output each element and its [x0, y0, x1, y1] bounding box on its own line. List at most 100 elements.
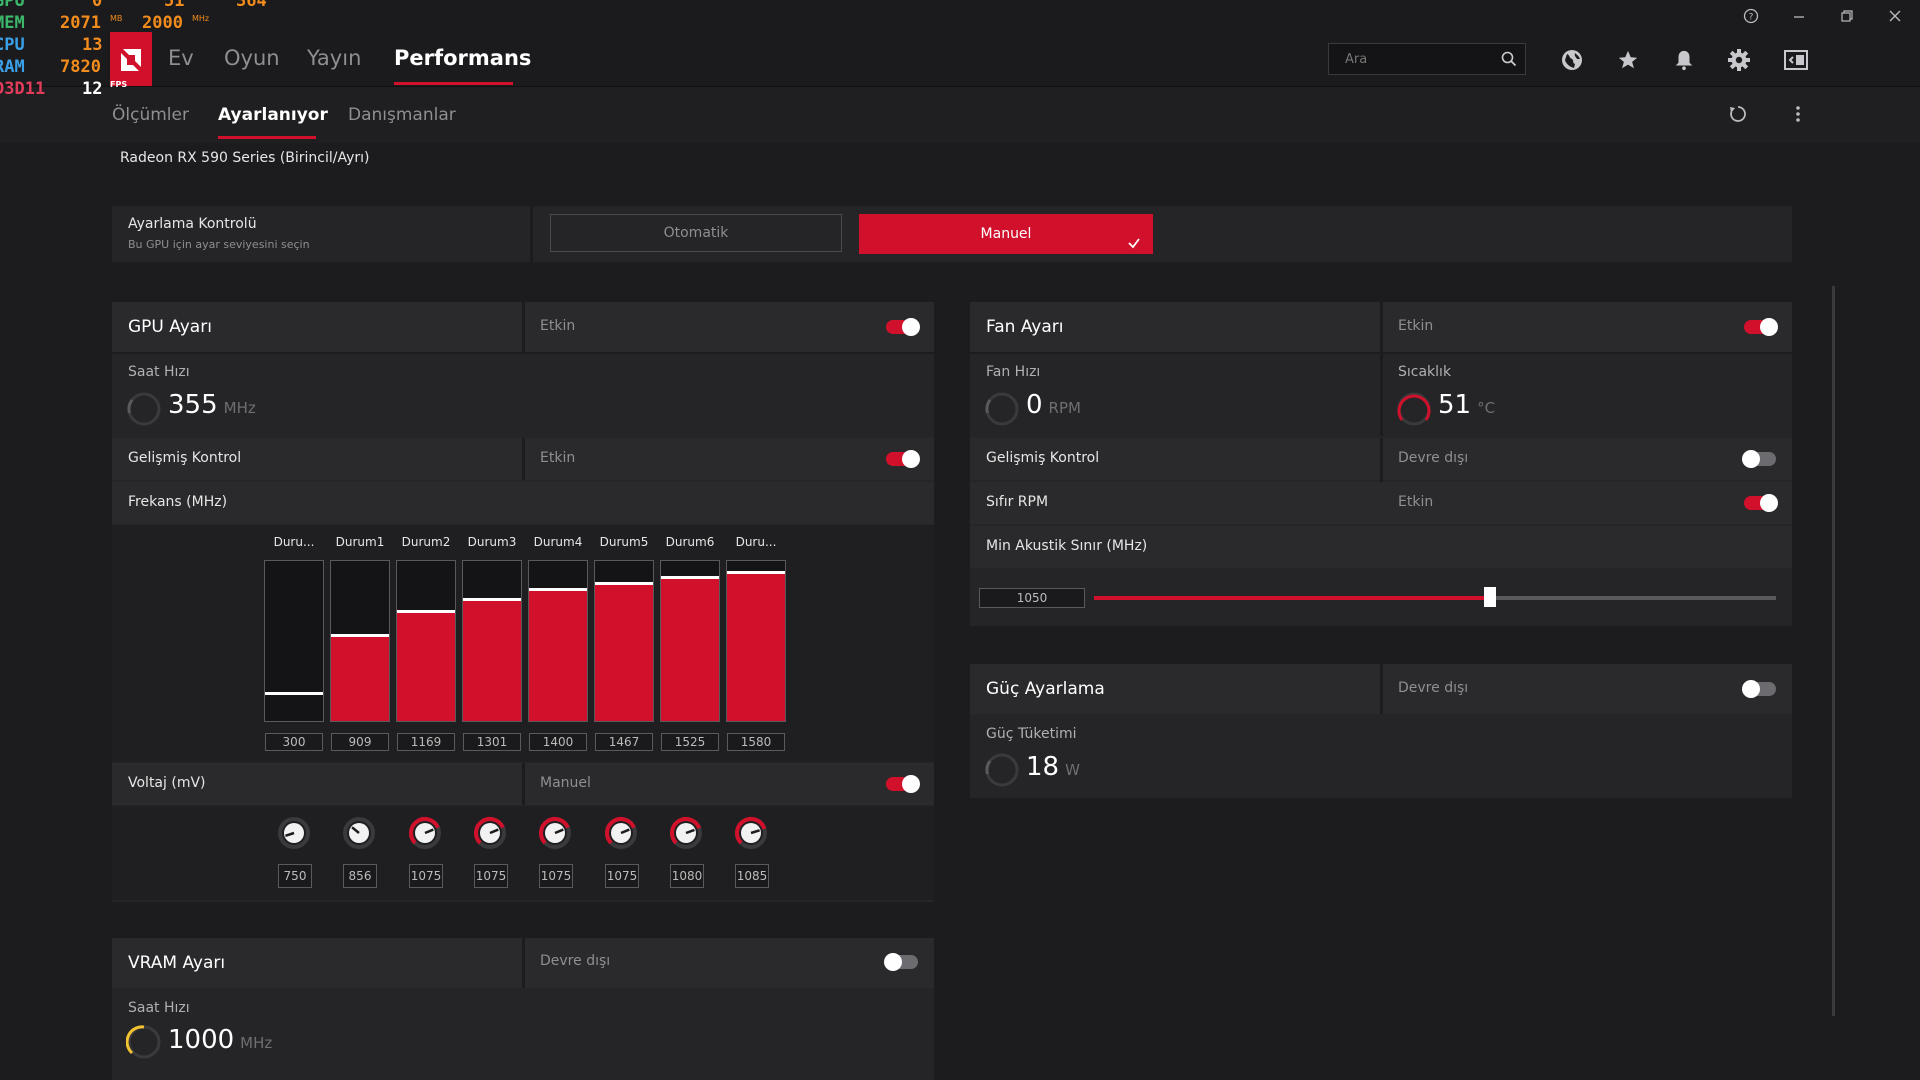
title-bar	[0, 0, 1920, 32]
star-icon[interactable]	[1614, 46, 1642, 74]
frequency-value-box[interactable]: 1400	[529, 733, 587, 751]
acoustic-slider-track[interactable]	[1094, 587, 1776, 607]
gpu-advanced-toggle[interactable]	[886, 450, 920, 468]
search-input[interactable]	[1343, 51, 1497, 68]
acoustic-limit-value[interactable]: 1050	[979, 588, 1085, 608]
voltage-value-box[interactable]: 856	[343, 864, 377, 888]
voltage-knob[interactable]	[538, 816, 572, 850]
help-icon[interactable]: ?	[1728, 0, 1774, 32]
frequency-bar-handle[interactable]	[529, 588, 587, 591]
frequency-curve-panel	[112, 525, 934, 762]
overlay-mem-used: 2071	[60, 13, 101, 33]
voltage-states: 750 856 1075 1075 1075 1075 1080 1085	[264, 812, 804, 898]
frequency-value-box[interactable]: 1301	[463, 733, 521, 751]
acoustic-slider-thumb[interactable]	[1483, 587, 1496, 607]
voltage-knob[interactable]	[408, 816, 442, 850]
tab-tuning[interactable]: Ayarlanıyor	[218, 105, 328, 125]
frequency-bar-handle[interactable]	[661, 576, 719, 579]
amd-logo[interactable]	[110, 32, 152, 86]
power-tuning-toggle[interactable]	[1742, 680, 1776, 698]
state-label: Durum5	[599, 535, 649, 549]
tab-advisors[interactable]: Danışmanlar	[348, 105, 456, 125]
tab-active-indicator	[218, 136, 316, 139]
voltage-value-box[interactable]: 1075	[409, 864, 443, 888]
voltage-knob[interactable]	[604, 816, 638, 850]
main-header	[0, 32, 1920, 87]
frequency-bar-handle[interactable]	[595, 582, 653, 585]
search-box[interactable]	[1328, 43, 1526, 75]
overlay-mem-clock-unit: MHz	[192, 14, 210, 23]
frequency-bar[interactable]	[264, 560, 324, 722]
scrollbar[interactable]	[1832, 286, 1835, 1016]
frequency-bar-handle[interactable]	[265, 692, 323, 695]
nav-performance[interactable]: Performans	[394, 46, 532, 70]
frequency-bar[interactable]	[726, 560, 786, 722]
voltage-toggle[interactable]	[886, 775, 920, 793]
frequency-bar[interactable]	[330, 560, 390, 722]
bell-icon[interactable]	[1670, 46, 1698, 74]
frequency-bar[interactable]	[396, 560, 456, 722]
frequency-value-box[interactable]: 909	[331, 733, 389, 751]
gpu-tuning-title: GPU Ayarı	[128, 317, 212, 337]
overlay-fps-unit: FPS	[110, 80, 128, 89]
fan-tuning-toggle[interactable]	[1744, 318, 1778, 336]
state-label: Durum1	[335, 535, 385, 549]
search-icon[interactable]	[1501, 51, 1517, 71]
power-tuning-title: Güç Ayarlama	[986, 679, 1105, 699]
frequency-value-box[interactable]: 300	[265, 733, 323, 751]
manual-button[interactable]: Manuel	[859, 214, 1153, 254]
vram-clock-value: 1000 MHz	[168, 1025, 273, 1055]
frequency-value-box[interactable]: 1169	[397, 733, 455, 751]
voltage-value-box[interactable]: 1080	[670, 864, 704, 888]
frequency-bar-handle[interactable]	[331, 634, 389, 637]
nav-home[interactable]: Ev	[168, 46, 194, 70]
more-options-icon[interactable]	[1788, 104, 1808, 128]
voltage-knob[interactable]	[734, 816, 768, 850]
voltage-knob[interactable]	[473, 816, 507, 850]
voltage-knob[interactable]	[277, 816, 311, 850]
vram-tuning-toggle[interactable]	[884, 953, 918, 971]
fan-speed-label: Fan Hızı	[986, 364, 1041, 380]
sidebar-layout-icon[interactable]	[1782, 46, 1810, 74]
zero-rpm-label: Sıfır RPM	[986, 494, 1049, 510]
nav-game[interactable]: Oyun	[224, 46, 280, 70]
state-label: Durum2	[401, 535, 451, 549]
frequency-bar-handle[interactable]	[727, 571, 785, 574]
divider	[522, 938, 525, 988]
voltage-value-box[interactable]: 1075	[474, 864, 508, 888]
voltage-value-box[interactable]: 1075	[605, 864, 639, 888]
frequency-bar-handle[interactable]	[397, 610, 455, 613]
zero-rpm-row	[970, 482, 1792, 524]
frequency-value-box[interactable]: 1525	[661, 733, 719, 751]
voltage-value-box[interactable]: 750	[278, 864, 312, 888]
minimize-icon[interactable]	[1776, 0, 1822, 32]
globe-icon[interactable]	[1558, 46, 1586, 74]
state-label: Durum4	[533, 535, 583, 549]
zero-rpm-toggle[interactable]	[1744, 494, 1778, 512]
gear-icon[interactable]	[1725, 46, 1753, 74]
frequency-bar[interactable]	[528, 560, 588, 722]
reset-icon[interactable]	[1728, 104, 1748, 128]
fan-advanced-toggle[interactable]	[1742, 450, 1776, 468]
voltage-knob[interactable]	[342, 816, 376, 850]
frequency-bar-handle[interactable]	[463, 598, 521, 601]
auto-button[interactable]: Otomatik	[550, 214, 842, 252]
voltage-value-box[interactable]: 1085	[735, 864, 769, 888]
frequency-bar-fill	[331, 635, 389, 721]
tab-metrics[interactable]: Ölçümler	[112, 105, 189, 125]
overlay-ram-used: 7820	[60, 57, 101, 77]
frequency-bar[interactable]	[660, 560, 720, 722]
gpu-tuning-toggle[interactable]	[886, 318, 920, 336]
frequency-value-box[interactable]: 1580	[727, 733, 785, 751]
power-consumption-value: 18 W	[1026, 752, 1080, 782]
overlay-gpu-temp: 51	[164, 0, 185, 11]
nav-stream[interactable]: Yayın	[307, 46, 362, 70]
voltage-value-box[interactable]: 1075	[539, 864, 573, 888]
frequency-bar[interactable]	[462, 560, 522, 722]
frequency-value-box[interactable]: 1467	[595, 733, 653, 751]
frequency-bar[interactable]	[594, 560, 654, 722]
voltage-knob[interactable]	[669, 816, 703, 850]
close-icon[interactable]	[1872, 0, 1918, 32]
fan-speed-gauge-icon	[984, 391, 1020, 431]
restore-icon[interactable]	[1824, 0, 1870, 32]
